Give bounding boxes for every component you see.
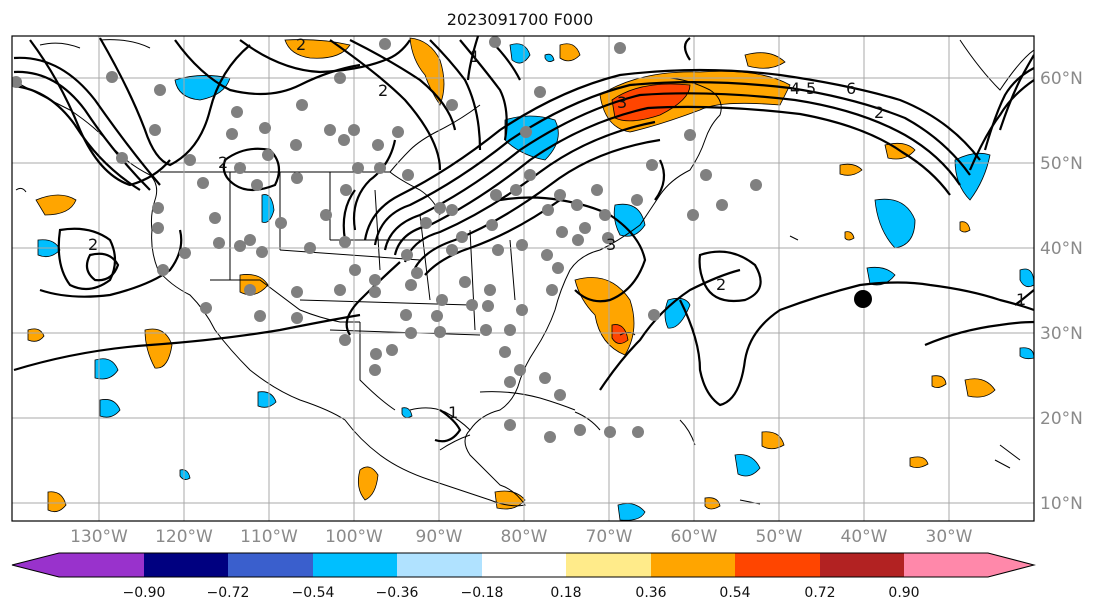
lat-label: 10°N	[1040, 494, 1083, 514]
colorbar-segment	[59, 553, 144, 577]
contour-label: 1	[448, 403, 458, 422]
colorbar-tick-label: 0.18	[550, 585, 581, 601]
lon-label: 80°W	[501, 527, 548, 547]
colorbar-ticks: −0.90 −0.72 −0.54 −0.36 −0.18 0.18 0.36 …	[123, 585, 920, 601]
colorbar-segment	[566, 553, 651, 577]
map-title: 2023091700 F000	[446, 10, 594, 29]
colorbar-tick-label: −0.72	[207, 585, 250, 601]
colorbar-segment	[397, 553, 482, 577]
latitude-labels: 60°N 50°N 40°N 30°N 20°N 10°N	[1040, 69, 1083, 514]
longitude-labels: 130°W 120°W 110°W 100°W 90°W 80°W 70°W 6…	[70, 527, 973, 547]
colorbar-tick-label: 0.36	[635, 585, 666, 601]
lon-label: 90°W	[416, 527, 463, 547]
shaded-anomaly-patches	[27, 37, 1034, 521]
colorbar-right-extension	[988, 553, 1034, 577]
station-dots	[12, 36, 762, 443]
contour-label: 2	[88, 235, 98, 254]
map-frame	[11, 35, 1035, 522]
contour-label: 2	[218, 153, 228, 172]
colorbar-left-extension	[12, 553, 59, 577]
colorbar: −0.90 −0.72 −0.54 −0.36 −0.18 0.18 0.36 …	[11, 552, 1036, 601]
colorbar-segment	[904, 553, 988, 577]
lon-label: 70°W	[586, 527, 633, 547]
colorbar-segment	[313, 553, 397, 577]
lon-label: 100°W	[325, 527, 383, 547]
colorbar-tick-label: 0.54	[719, 585, 750, 601]
colorbar-tick-label: 0.72	[804, 585, 835, 601]
contour-label: 2	[296, 35, 306, 54]
lon-label: 130°W	[70, 527, 128, 547]
contour-label: 1	[1016, 290, 1026, 309]
lat-label: 60°N	[1040, 69, 1083, 89]
contour-label: 2	[874, 103, 884, 122]
colorbar-segment	[651, 553, 735, 577]
contour-label: 6	[846, 79, 856, 98]
colorbar-segment	[144, 553, 228, 577]
contour-label: 5	[806, 79, 816, 98]
lat-label: 20°N	[1040, 409, 1083, 429]
lon-label: 40°W	[841, 527, 888, 547]
lon-label: 60°W	[671, 527, 718, 547]
colorbar-segment	[820, 553, 904, 577]
colorbar-outline	[11, 552, 1036, 578]
colorbar-tick-label: −0.54	[292, 585, 335, 601]
lon-label: 120°W	[155, 527, 213, 547]
contour-label: 3	[617, 93, 627, 112]
contour-label: 2	[378, 81, 388, 100]
lon-label: 110°W	[240, 527, 298, 547]
position-marker	[854, 290, 872, 308]
colorbar-tick-label: −0.90	[123, 585, 166, 601]
lon-label: 50°W	[756, 527, 803, 547]
contour-label: 1	[470, 47, 480, 66]
colorbar-segment	[735, 553, 820, 577]
lat-label: 30°N	[1040, 324, 1083, 344]
lat-label: 50°N	[1040, 154, 1083, 174]
colorbar-tick-label: −0.18	[461, 585, 504, 601]
colorbar-tick-label: 0.90	[888, 585, 919, 601]
contour-label: 2	[716, 275, 726, 294]
lat-label: 40°N	[1040, 239, 1083, 259]
colorbar-segment	[482, 553, 566, 577]
colorbar-segment	[228, 553, 313, 577]
contour-label: 4	[790, 79, 800, 98]
lon-label: 30°W	[926, 527, 973, 547]
contour-label: 3	[606, 235, 616, 254]
colorbar-tick-label: −0.36	[376, 585, 419, 601]
contour-lines	[13, 36, 1034, 443]
contour-labels: 2 2 2 3 4 5 6 2 1 1 2 3 2 1	[88, 35, 1026, 422]
